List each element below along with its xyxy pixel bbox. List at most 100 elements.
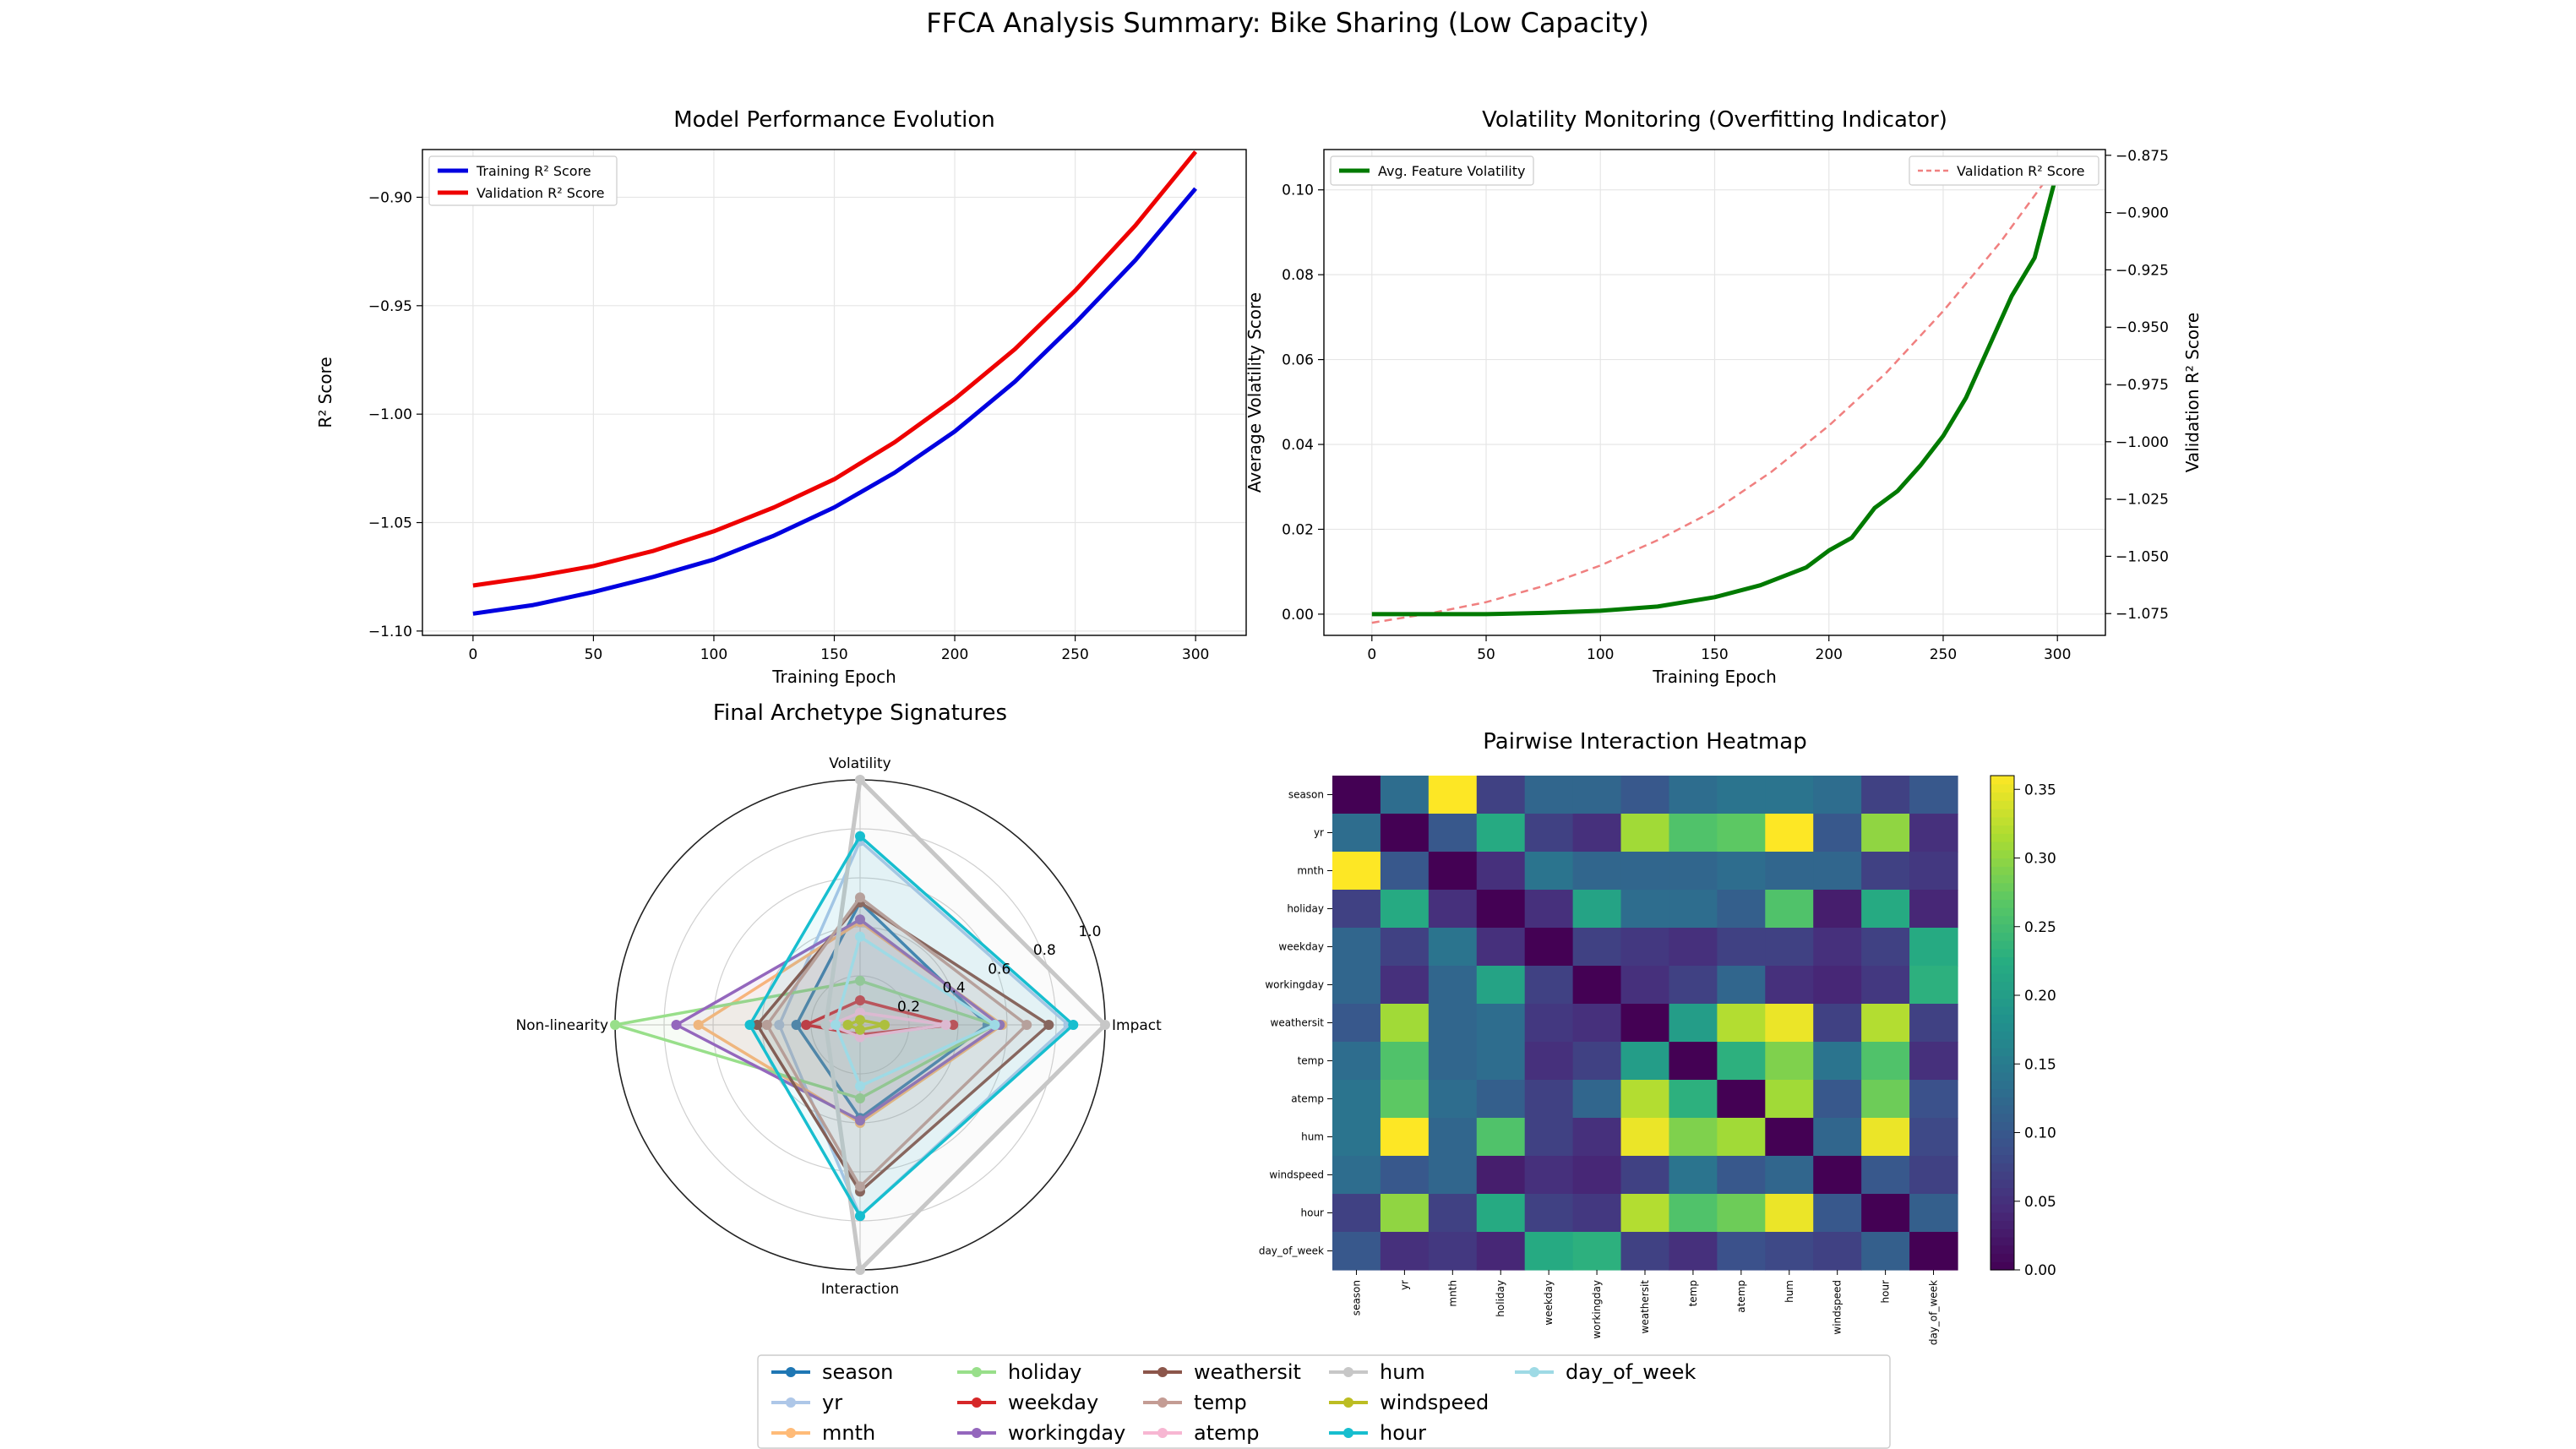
colorbar-segment	[1991, 899, 2014, 908]
heatmap-cell	[1572, 1194, 1622, 1233]
volatility-chart: Volatility Monitoring (Overfitting Indic…	[1244, 107, 2203, 687]
radial-tick-label: 0.8	[1033, 942, 1056, 959]
colorbar-segment	[1991, 800, 2014, 809]
colorbar-segment	[1991, 1187, 2014, 1196]
heatmap-cell	[1813, 890, 1862, 929]
radar-point-hour	[855, 1211, 865, 1222]
heatmap-cell	[1380, 1080, 1430, 1119]
radar-point-atemp	[855, 1007, 865, 1018]
heatmap-cell	[1861, 1156, 1910, 1195]
heatmap-cell	[1669, 1042, 1718, 1081]
heatmap-cell	[1524, 776, 1574, 814]
legend-label-weathersit: weathersit	[1194, 1360, 1301, 1384]
row-label: weekday	[1278, 941, 1324, 953]
heatmap-cell	[1332, 1080, 1381, 1119]
heatmap-cell	[1717, 1118, 1766, 1157]
heatmap-cell	[1476, 1080, 1526, 1119]
radar-point-day_of_week	[989, 1020, 1000, 1030]
heatmap-cell	[1572, 928, 1622, 967]
heatmap-cell	[1861, 1232, 1910, 1271]
colorbar-segment	[1991, 866, 2014, 875]
colorbar-segment	[1991, 998, 2014, 1007]
heatmap-cell	[1476, 1042, 1526, 1081]
heatmap-cell	[1717, 814, 1766, 853]
y-axis-label: R² Score	[315, 357, 335, 428]
x-tick-label: 100	[1587, 646, 1614, 663]
legend-marker-hum	[1343, 1367, 1353, 1377]
colorbar-segment	[1991, 989, 2014, 999]
legend-marker-temp	[1157, 1397, 1168, 1408]
heatmap-cell	[1572, 852, 1622, 891]
row-label: yr	[1314, 827, 1324, 839]
colorbar-tick-label: 0.25	[2024, 919, 2056, 936]
heatmap-cell	[1717, 928, 1766, 967]
col-label: weathersit	[1639, 1280, 1651, 1334]
heatmap-cell	[1572, 1232, 1622, 1271]
heatmap-cell	[1813, 852, 1862, 891]
heatmap-cell	[1428, 1194, 1478, 1233]
row-label: temp	[1298, 1055, 1324, 1067]
heatmap-cell	[1813, 966, 1862, 1005]
col-label: windspeed	[1832, 1280, 1844, 1335]
heatmap-cell	[1669, 776, 1718, 814]
radar-point-weekday	[948, 1020, 959, 1030]
colorbar-tick-label: 0.20	[2024, 988, 2056, 1005]
y2-tick-label: −0.875	[2116, 148, 2169, 165]
legend-label-weekday: weekday	[1008, 1391, 1098, 1414]
legend-marker-yr	[786, 1397, 796, 1408]
y-tick-label: −1.00	[368, 406, 412, 423]
y-tick-label: 0.10	[1282, 182, 1314, 199]
colorbar-segment	[1991, 1006, 2014, 1016]
radar-point-windspeed	[880, 1020, 890, 1030]
col-label: season	[1350, 1280, 1362, 1316]
legend-marker-day_of_week	[1529, 1367, 1539, 1377]
radar-point-hour	[1068, 1020, 1079, 1030]
heatmap-cell	[1428, 1042, 1478, 1081]
colorbar-segment	[1991, 1047, 2014, 1057]
col-label: mnth	[1446, 1280, 1458, 1307]
colorbar-segment	[1991, 1055, 2014, 1065]
x-tick-label: 50	[1477, 646, 1495, 663]
heatmap-cell	[1669, 890, 1718, 929]
heatmap-cell	[1332, 966, 1381, 1005]
heatmap-cell	[1620, 814, 1670, 853]
heatmap-cell	[1572, 890, 1622, 929]
heatmap-cell	[1380, 814, 1430, 853]
heatmap-cell	[1861, 1118, 1910, 1157]
legend-label-mnth: mnth	[822, 1421, 875, 1445]
col-label: atemp	[1735, 1280, 1747, 1313]
colorbar-segment	[1991, 1080, 2014, 1090]
radar-point-holiday	[855, 975, 865, 986]
heatmap-cell	[1476, 1004, 1526, 1043]
colorbar-segment	[1991, 1146, 2014, 1156]
legend-box	[428, 155, 618, 206]
series-line-volatility	[1371, 170, 2060, 617]
x-tick-label: 300	[1182, 646, 1209, 663]
y2-axis-label: Validation R² Score	[2182, 313, 2203, 472]
y-tick-label: 0.06	[1282, 352, 1314, 369]
colorbar-segment	[1991, 1031, 2014, 1040]
legend-marker-season	[786, 1367, 796, 1377]
heatmap-cell	[1428, 776, 1478, 814]
chart-title: Pairwise Interaction Heatmap	[1483, 729, 1806, 754]
colorbar-segment	[1991, 1130, 2014, 1139]
heatmap-cell	[1380, 852, 1430, 891]
colorbar-segment	[1991, 1245, 2014, 1255]
colorbar-segment	[1991, 874, 2014, 884]
heatmap-chart: Pairwise Interaction Heatmap season season…	[1259, 729, 2056, 1345]
heatmap-cell	[1909, 890, 1958, 929]
colorbar-segment	[1991, 816, 2014, 826]
colorbar-tick-label: 0.30	[2024, 851, 2056, 868]
heatmap-cell	[1476, 1194, 1526, 1233]
x-tick-label: 200	[941, 646, 968, 663]
heatmap-cell	[1765, 1080, 1814, 1119]
heatmap-cell	[1813, 928, 1862, 967]
heatmap-cell	[1332, 1156, 1381, 1195]
heatmap-cell	[1524, 928, 1574, 967]
radar-point-day_of_week	[855, 1081, 865, 1092]
heatmap-cell	[1813, 1232, 1862, 1271]
y-tick-label: 0.08	[1282, 267, 1314, 284]
legend-label-day_of_week: day_of_week	[1566, 1360, 1696, 1384]
radar-point-temp	[1021, 1020, 1032, 1030]
colorbar-segment	[1991, 833, 2014, 842]
